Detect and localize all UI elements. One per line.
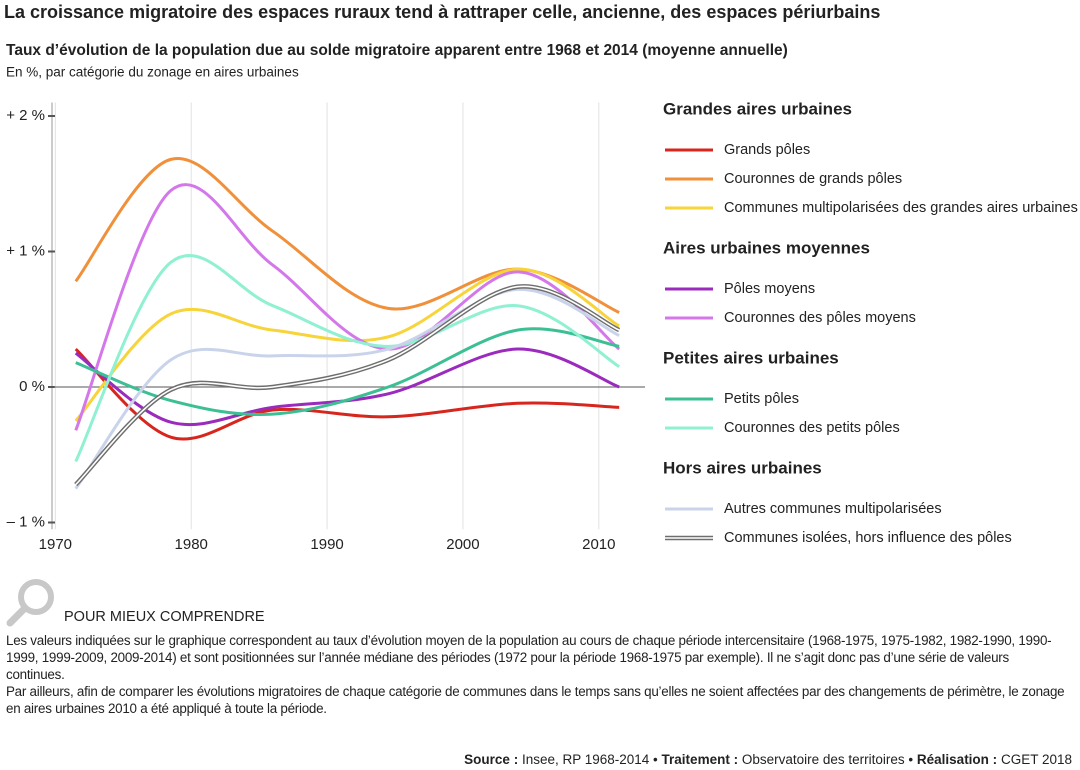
line (74, 183, 621, 431)
source-label: Traitement : (661, 752, 739, 767)
note: Les valeurs indiquées sur le graphique c… (6, 632, 1066, 717)
x-tick-label: 1970 (39, 536, 72, 553)
page-title: La croissance migratoire des espaces rur… (4, 2, 880, 22)
legend-label: Couronnes de grands pôles (724, 171, 902, 187)
y-tick-label: 0 % (19, 378, 45, 395)
chart-title: Taux d’évolution de la population due au… (6, 42, 788, 59)
source: Source : Insee, RP 1968-2014 • Traitemen… (464, 752, 1072, 767)
legend-label: Petits pôles (724, 391, 799, 407)
source-label: Source : (464, 752, 519, 767)
source-label: Réalisation : (916, 752, 998, 767)
note-paragraph: Les valeurs indiquées sur le graphique c… (6, 633, 1052, 682)
legend-label: Grands pôles (724, 142, 810, 158)
legend-heading: Petites aires urbaines (663, 348, 839, 367)
source-text: CGET 2018 (1000, 752, 1072, 767)
x-tick-label: 2000 (446, 536, 479, 553)
source-text: Observatoire des territoires • (741, 752, 914, 767)
line (74, 267, 620, 422)
legend-heading: Grandes aires urbaines (663, 99, 852, 118)
legend-label: Autres communes multipolarisées (724, 501, 942, 517)
line (74, 287, 620, 490)
legend-heading: Hors aires urbaines (663, 458, 822, 477)
chart: La croissance migratoire des espaces rur… (4, 2, 1078, 627)
chart-subtitle: En %, par catégorie du zonage en aires u… (6, 65, 299, 80)
legend-label: Couronnes des pôles moyens (724, 310, 916, 326)
note-heading: POUR MIEUX COMPRENDRE (64, 609, 265, 625)
line (74, 254, 620, 463)
y-tick-label: + 1 % (6, 242, 45, 259)
source-text: Insee, RP 1968-2014 • (521, 752, 658, 767)
legend-heading: Aires urbaines moyennes (663, 238, 870, 257)
y-tick-label: – 1 % (7, 513, 45, 530)
line (74, 347, 620, 441)
line (74, 284, 621, 487)
x-tick-label: 2010 (582, 536, 615, 553)
x-tick-label: 1980 (175, 536, 208, 553)
y-tick-label: + 2 % (6, 107, 45, 124)
legend-label: Pôles moyens (724, 281, 815, 297)
magnifier-icon (6, 579, 54, 627)
line-inner (75, 285, 620, 486)
legend-label: Communes isolées, hors influence des pôl… (724, 530, 1012, 546)
legend-label: Communes multipolarisées des grandes air… (724, 200, 1078, 216)
x-tick-label: 1990 (310, 536, 343, 553)
note-paragraph: Par ailleurs, afin de comparer les évolu… (6, 684, 1065, 716)
legend-label: Couronnes des petits pôles (724, 420, 900, 436)
